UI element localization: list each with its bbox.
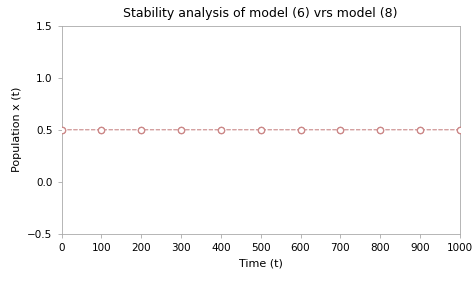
Title: Stability analysis of model (6) vrs model (8): Stability analysis of model (6) vrs mode… — [123, 7, 398, 20]
Y-axis label: Population x (t): Population x (t) — [12, 87, 22, 172]
X-axis label: Time (t): Time (t) — [239, 258, 283, 268]
